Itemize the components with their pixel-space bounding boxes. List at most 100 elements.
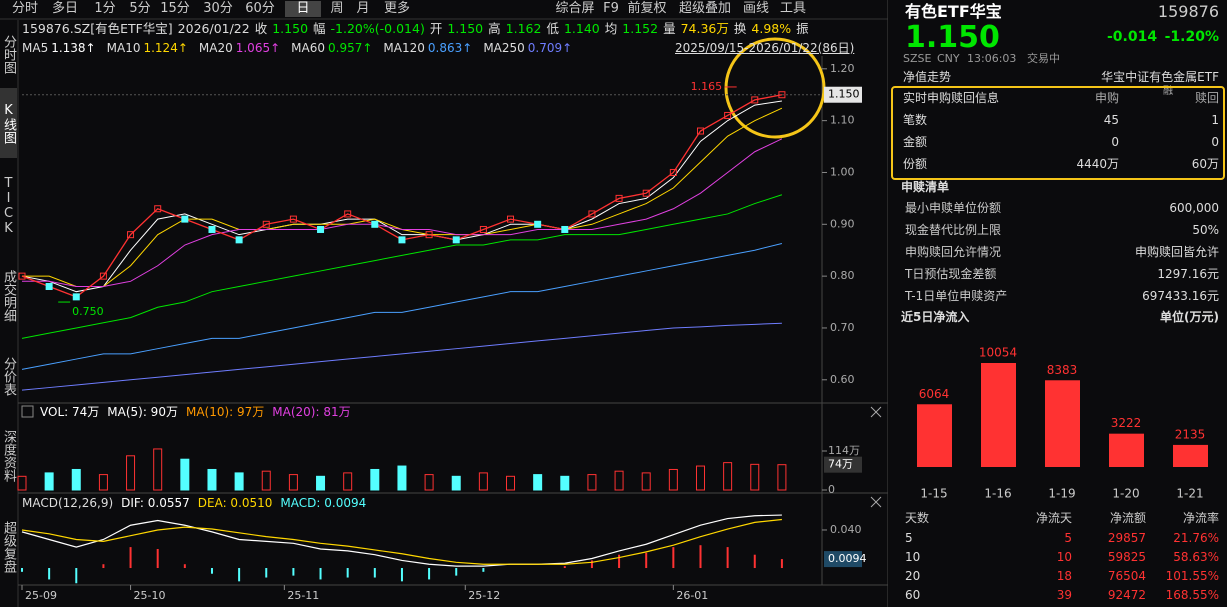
x-tick-label: 25-10: [134, 589, 166, 602]
price-tag-bg: [824, 456, 862, 473]
timeframe-tab[interactable]: 60分: [245, 1, 275, 16]
volume-bar: [641, 472, 651, 491]
ma-name: MA10: [106, 41, 141, 55]
ma-line: [21, 100, 782, 293]
inflow-category: 1-19: [1048, 487, 1075, 501]
volume-bar: [668, 468, 678, 491]
price-point: [289, 215, 297, 223]
change: -0.014: [1107, 29, 1158, 45]
tool-button[interactable]: F9: [603, 1, 619, 16]
ma-name: MA20: [198, 41, 233, 55]
meta-currency: CNY: [937, 52, 960, 65]
ma-name: MA60: [291, 41, 325, 55]
sidebar-tab[interactable]: 深度资料: [1, 430, 16, 482]
creation-cell: 1: [1211, 113, 1219, 127]
macd-title: MACD(12,26,9): [22, 496, 114, 510]
volume-bar: [180, 458, 190, 491]
inflow-category: 1-21: [1176, 487, 1203, 501]
price-point: [778, 91, 786, 99]
ma-value: 1.138↑: [51, 41, 96, 55]
y-tick-label: 0.040: [830, 523, 862, 536]
price-point: [99, 272, 107, 280]
tool-button[interactable]: 超级叠加: [678, 1, 731, 16]
summary-header: 净流额: [1109, 511, 1146, 525]
summary-cell: 20: [905, 569, 921, 583]
timeframe-tab[interactable]: 多日: [51, 1, 78, 16]
tool-button[interactable]: 综合屏: [555, 1, 595, 16]
timeframe-tab[interactable]: 30分: [203, 1, 233, 16]
summary-cell: 60: [905, 588, 921, 602]
ma-value: 0.709↑: [527, 41, 573, 55]
tool-button[interactable]: 画线: [742, 1, 769, 16]
x-tick-label: 25-11: [287, 589, 319, 602]
sidebar-tab[interactable]: 分价表: [1, 356, 16, 396]
summary-cell: 92472: [1107, 588, 1146, 602]
inflow-chart: 6064 1-15 10054 1-16 8383 1-19 3222 1-20 2135 1-2…: [917, 346, 1208, 501]
sidebar-tab[interactable]: 成交明细: [1, 270, 16, 322]
volume-bar: [126, 455, 136, 491]
volume-bar: [451, 475, 461, 491]
timeframe-tab[interactable]: 5分: [129, 1, 151, 16]
summary-cell: 58.63%: [1173, 550, 1219, 564]
quote-item: 2026/01/22: [177, 21, 250, 36]
price: 1.150: [905, 20, 1000, 55]
badge: 融: [1163, 86, 1173, 97]
x-tick-label: 25-09: [25, 589, 57, 602]
price-point: [181, 215, 189, 223]
summary-header: 净流天: [1035, 511, 1072, 525]
meta-time: 13:06:03: [967, 52, 1017, 65]
price-point: [262, 220, 270, 228]
timeframe-tab[interactable]: 1分: [94, 1, 116, 16]
list-value: 600,000: [1169, 201, 1219, 215]
price-point: [72, 293, 80, 301]
quote-bar: 159876.SZ[有色ETF华宝] 2026/01/22 收 1.150 幅 -1.20…: [22, 21, 809, 37]
quote-item: 量: [663, 21, 676, 36]
ma-line: [21, 194, 783, 339]
meta-exchange: SZSE: [903, 52, 932, 65]
ma-name: MA120: [383, 41, 425, 55]
sidebar-tab[interactable]: TICK: [1, 176, 16, 236]
ma-legend: MA5 1.138↑ MA10 1.124↑ MA20 1.065↑ MA60 0.957↑ M…: [22, 40, 580, 56]
timeframe-tab[interactable]: 日: [285, 1, 321, 17]
timeframe-tab[interactable]: 15分: [160, 1, 190, 16]
quote-item: 159876.SZ[有色ETF华宝]: [22, 21, 173, 36]
quote-item: 4.98%: [751, 21, 792, 36]
y-tick-label: 0.60: [830, 373, 855, 386]
price-tag: 74万: [828, 458, 853, 471]
inflow-value: 2135: [1175, 427, 1206, 441]
timeframe-tab[interactable]: 更多: [383, 1, 410, 16]
quote-item: 1.152: [622, 21, 659, 36]
timeframe-tab[interactable]: 周: [330, 1, 344, 16]
timeframe-tab[interactable]: 月: [356, 1, 370, 16]
y-tick-label: 1.10: [830, 114, 855, 127]
summary-cell: 5: [905, 531, 913, 545]
inflow-category: 1-16: [984, 487, 1011, 501]
price-point: [154, 205, 162, 213]
volume-bar: [71, 468, 81, 491]
summary-cell: 10: [905, 550, 921, 564]
date-range: 2025/09/15-2026/01/22(86日): [675, 41, 855, 55]
macd-legend-item: DIF: 0.0557: [121, 496, 190, 510]
volume-legend-item: MA(5): 90万: [107, 405, 178, 419]
volume-bar: [750, 463, 760, 491]
nav-link[interactable]: 净值走势: [903, 70, 952, 84]
tool-button[interactable]: 前复权: [627, 1, 667, 16]
annotation: 0.750: [72, 305, 104, 318]
timeframe-tab[interactable]: 分时: [11, 1, 38, 16]
sidebar-tab[interactable]: 超级复盘: [1, 521, 16, 573]
price-point: [534, 220, 542, 228]
sidebar-tab[interactable]: K线图: [0, 88, 17, 158]
volume-bar: [777, 464, 787, 491]
price-point: [452, 236, 460, 244]
creation-header: 申购: [1094, 91, 1119, 105]
tool-button[interactable]: 工具: [779, 1, 806, 16]
ma-name: MA5: [22, 41, 49, 55]
price-point: [479, 225, 487, 233]
sidebar-tab[interactable]: 分时图: [1, 34, 16, 74]
creation-cell: 0: [1211, 135, 1219, 149]
quote-item: 低: [546, 21, 559, 36]
list-value: 申购赎回皆允许: [1134, 245, 1219, 259]
macd-line: [21, 518, 782, 565]
volume-bar: [424, 474, 434, 491]
list-value: 697433.16元: [1142, 289, 1219, 303]
